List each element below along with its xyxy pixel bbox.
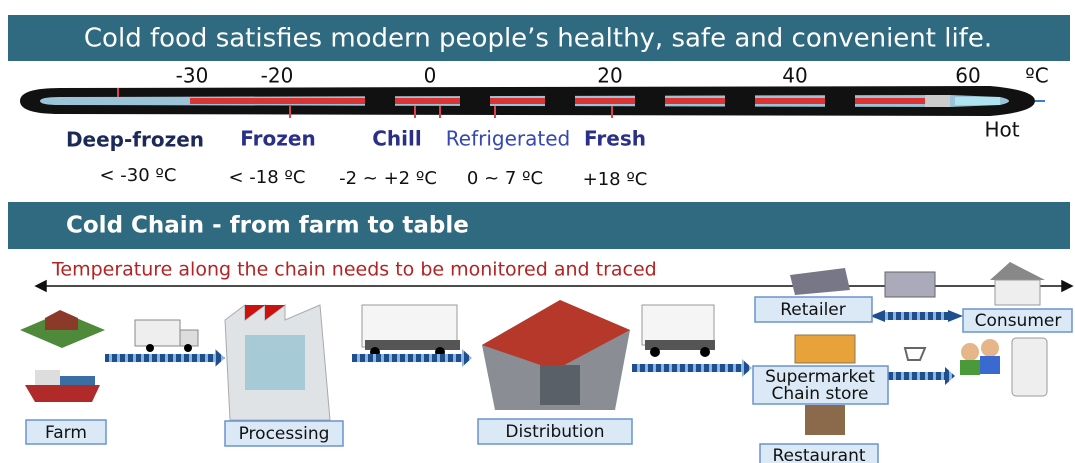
stage-label: Supermarket [765, 367, 875, 387]
stage-box [759, 443, 879, 463]
stage-label: Consumer [975, 311, 1062, 331]
zone-name: Fresh [584, 127, 646, 151]
stage-label: Distribution [505, 422, 604, 442]
flow-arrows [105, 310, 963, 385]
scale-tick: 20 [597, 64, 622, 88]
scale-unit: ºC [1025, 64, 1048, 88]
stage-label: Chain store [772, 384, 869, 404]
stage-label: Retailer [780, 300, 846, 320]
zone-name: Chill [372, 127, 421, 151]
zone-range: 0 ~ 7 ºC [467, 168, 543, 189]
stage-box [477, 418, 633, 445]
zone-name: Frozen [240, 127, 315, 151]
stage-box [25, 419, 107, 445]
stage-box [962, 308, 1073, 333]
scale-tick: -20 [261, 64, 294, 88]
title-band [8, 15, 1070, 61]
scale-tick: -30 [176, 64, 209, 88]
zone-range: < -18 ºC [229, 167, 306, 188]
scale-tick: 40 [782, 64, 807, 88]
stage-box [752, 365, 889, 405]
stage-box [224, 420, 344, 447]
icons [20, 262, 1048, 435]
zone-range: < -30 ºC [100, 165, 177, 186]
stage-box [754, 296, 873, 323]
zone-name: Hot [984, 118, 1019, 142]
stage-label: Farm [45, 423, 87, 443]
zone-name: Refrigerated [446, 127, 570, 151]
scale-tick: 0 [424, 64, 437, 88]
chain-band [8, 202, 1070, 249]
chain-note: Temperature along the chain needs to be … [51, 259, 657, 281]
zone-name: Deep-frozen [66, 128, 204, 152]
stage-label: Restaurant [772, 446, 865, 463]
zone-range: +18 ºC [583, 169, 648, 190]
scale-tick: 60 [955, 64, 980, 88]
stage-label: Processing [239, 424, 330, 444]
zone-range: -2 ~ +2 ºC [339, 168, 437, 189]
thermometer [20, 86, 1045, 118]
title: Cold food satisfies modern people’s heal… [84, 24, 992, 54]
chain-title: Cold Chain - from farm to table [66, 213, 469, 239]
